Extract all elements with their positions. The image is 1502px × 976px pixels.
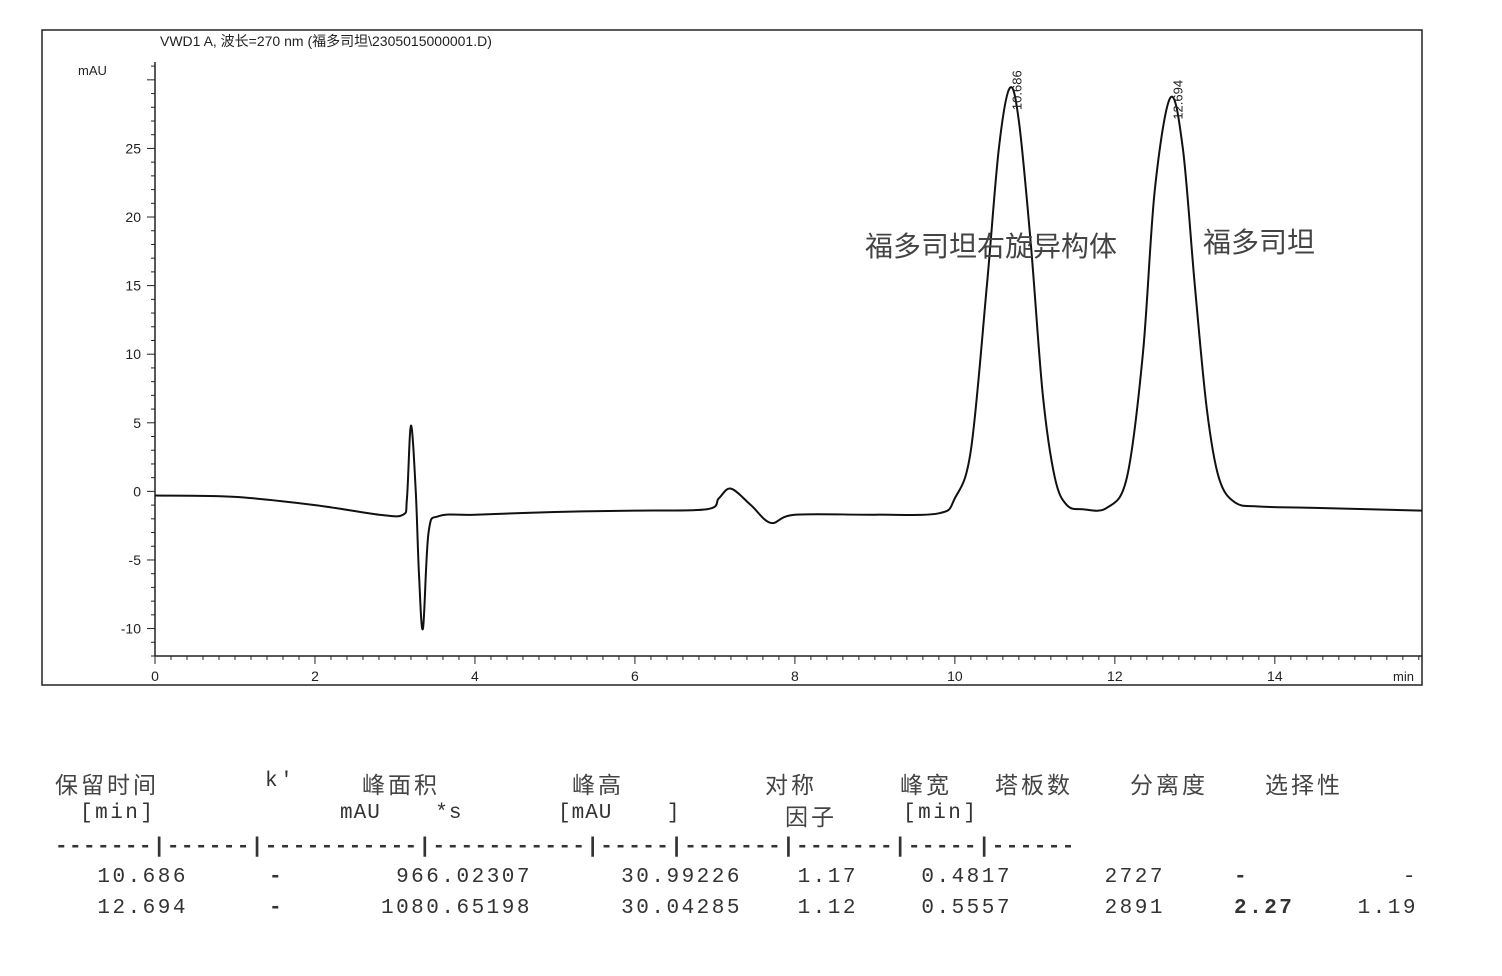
- y-tick-label: -10: [121, 621, 141, 637]
- cell-area: 966.02307: [396, 866, 532, 889]
- chromatogram-trace: [154, 86, 1423, 631]
- cell-k: -: [269, 866, 285, 889]
- header-symmetry: 对称: [765, 773, 817, 799]
- cell-retention-time: 10.686: [97, 866, 188, 889]
- chart-title: VWD1 A, 波长=270 nm (福多司坦\2305015000001.D): [160, 33, 492, 49]
- header-plates: 塔板数: [995, 773, 1073, 799]
- cell-selectivity: 1.19: [1357, 897, 1418, 920]
- cell-area: 1080.65198: [380, 897, 532, 920]
- x-tick-label: 12: [1107, 668, 1123, 684]
- cell-resolution: 2.27: [1234, 897, 1295, 920]
- x-tick-label: 14: [1267, 668, 1283, 684]
- unit-symmetry: 因子: [785, 805, 837, 831]
- cell-width: 0.4817: [921, 866, 1012, 889]
- y-axis-label: mAU: [78, 63, 107, 78]
- annotation-dextro-isomer: 福多司坦右旋异构体: [865, 230, 1117, 263]
- header-k: k': [265, 770, 296, 793]
- y-tick-label: 5: [133, 415, 141, 431]
- header-area: 峰面积: [362, 773, 440, 799]
- plot-frame: [41, 29, 1423, 686]
- y-tick-label: 15: [125, 278, 141, 294]
- unit-retention-time: [min]: [80, 802, 156, 825]
- header-selectivity: 选择性: [1265, 773, 1343, 799]
- x-tick-label: 4: [471, 668, 479, 684]
- header-resolution: 分离度: [1130, 773, 1208, 799]
- y-tick-label: -5: [129, 552, 142, 568]
- cell-resolution: -: [1234, 866, 1250, 889]
- cell-k: -: [269, 897, 285, 920]
- cell-width: 0.5557: [921, 897, 1012, 920]
- cell-symmetry: 1.12: [797, 897, 858, 920]
- cell-height: 30.04285: [621, 897, 742, 920]
- y-tick-label: 0: [133, 483, 141, 499]
- x-tick-label: 10: [947, 668, 963, 684]
- unit-height: [mAU ]: [558, 802, 681, 825]
- y-tick-label: 10: [125, 346, 141, 362]
- table-separator: -------|------|-----------|-----------|-…: [55, 836, 1076, 859]
- y-tick-label: 25: [125, 140, 141, 156]
- x-tick-label: 8: [791, 668, 799, 684]
- cell-selectivity: -: [1402, 866, 1418, 889]
- x-tick-label: 0: [151, 668, 159, 684]
- chromatogram-chart: VWD1 A, 波长=270 nm (福多司坦\2305015000001.D)…: [41, 29, 1423, 686]
- cell-plates: 2891: [1104, 897, 1165, 920]
- cell-height: 30.99226: [621, 866, 742, 889]
- y-tick-label: 20: [125, 209, 141, 225]
- cell-retention-time: 12.694: [97, 897, 188, 920]
- unit-area: mAU *s: [340, 802, 463, 825]
- peak-label: 10.686: [1010, 70, 1025, 110]
- peak-label: 12.694: [1170, 80, 1185, 120]
- cell-plates: 2727: [1104, 866, 1165, 889]
- x-tick-label: 2: [311, 668, 319, 684]
- x-axis-label: min: [1393, 669, 1414, 684]
- cell-symmetry: 1.17: [797, 866, 858, 889]
- header-width: 峰宽: [900, 773, 952, 799]
- x-tick-label: 6: [631, 668, 639, 684]
- annotation-fudosteine: 福多司坦: [1203, 226, 1315, 259]
- header-height: 峰高: [572, 773, 624, 799]
- unit-width: [min]: [903, 802, 979, 825]
- header-retention-time: 保留时间: [55, 773, 159, 799]
